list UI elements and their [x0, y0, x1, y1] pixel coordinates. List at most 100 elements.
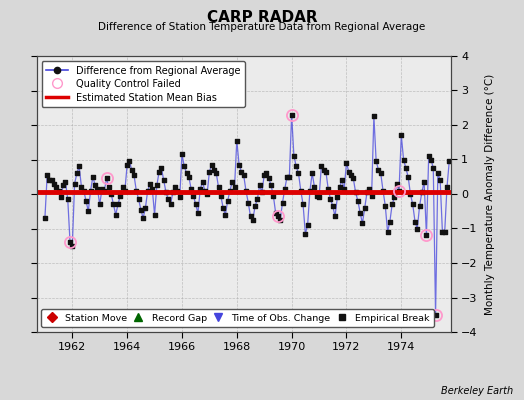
Point [70, 180, 79, 187]
Point [392, 180, 401, 187]
Point [107, 191, 115, 197]
Point [155, 168, 163, 175]
Point [429, 165, 438, 171]
Point [152, 182, 161, 188]
Point [418, 189, 426, 196]
Point [68, 242, 77, 249]
Point [75, 163, 83, 170]
Point [322, 168, 330, 175]
Point [363, 189, 371, 196]
Point [77, 184, 85, 190]
Point [370, 113, 378, 120]
Point [331, 213, 339, 220]
Point [201, 187, 209, 194]
Point [354, 198, 362, 204]
Point [162, 189, 170, 196]
Point [86, 187, 95, 194]
Point [342, 160, 351, 166]
Point [45, 177, 53, 183]
Point [54, 187, 63, 194]
Point [399, 156, 408, 163]
Point [390, 194, 399, 201]
Point [301, 230, 310, 237]
Point [235, 162, 243, 168]
Point [199, 179, 207, 185]
Point [121, 187, 129, 194]
Point [333, 194, 342, 201]
Point [402, 165, 410, 171]
Point [48, 177, 56, 183]
Point [98, 186, 106, 192]
Point [171, 184, 179, 190]
Point [379, 187, 387, 194]
Point [313, 192, 321, 199]
Point [413, 225, 421, 232]
Point [189, 192, 198, 199]
Point [157, 165, 166, 171]
Point [223, 198, 232, 204]
Point [82, 198, 90, 204]
Point [219, 204, 227, 211]
Point [208, 162, 216, 168]
Text: Berkeley Earth: Berkeley Earth [441, 386, 514, 396]
Point [381, 203, 389, 209]
Point [91, 182, 100, 188]
Point [374, 167, 383, 173]
Point [191, 201, 200, 208]
Point [231, 184, 239, 190]
Point [280, 186, 289, 192]
Point [178, 151, 186, 158]
Point [66, 239, 74, 246]
Point [372, 158, 380, 164]
Point [267, 182, 275, 188]
Point [431, 312, 440, 318]
Point [386, 218, 394, 225]
Point [139, 215, 147, 221]
Point [50, 180, 58, 187]
Point [258, 189, 266, 196]
Point [52, 184, 61, 190]
Point [285, 174, 293, 180]
Point [159, 177, 168, 183]
Point [352, 189, 360, 196]
Point [105, 184, 113, 190]
Point [194, 210, 202, 216]
Point [409, 201, 417, 208]
Point [377, 170, 385, 176]
Point [443, 184, 451, 190]
Point [384, 229, 392, 235]
Point [395, 187, 403, 194]
Point [41, 215, 49, 221]
Point [61, 179, 70, 185]
Point [288, 112, 296, 118]
Point [57, 194, 65, 201]
Point [184, 174, 193, 180]
Point [422, 232, 431, 238]
Point [182, 170, 191, 176]
Point [251, 203, 259, 209]
Point [137, 206, 145, 213]
Point [123, 162, 132, 168]
Point [308, 170, 316, 176]
Point [205, 168, 214, 175]
Point [278, 200, 287, 206]
Point [365, 186, 374, 192]
Point [59, 182, 68, 188]
Point [388, 201, 396, 208]
Point [173, 187, 182, 194]
Point [320, 167, 328, 173]
Point [118, 184, 127, 190]
Point [256, 182, 264, 188]
Point [269, 192, 278, 199]
Point [93, 186, 102, 192]
Point [89, 174, 97, 180]
Point [438, 229, 446, 235]
Point [169, 189, 177, 196]
Point [434, 170, 442, 176]
Point [290, 153, 298, 159]
Point [141, 204, 150, 211]
Point [148, 186, 157, 192]
Point [114, 201, 122, 208]
Point [294, 170, 303, 176]
Legend: Station Move, Record Gap, Time of Obs. Change, Empirical Break: Station Move, Record Gap, Time of Obs. C… [41, 309, 434, 327]
